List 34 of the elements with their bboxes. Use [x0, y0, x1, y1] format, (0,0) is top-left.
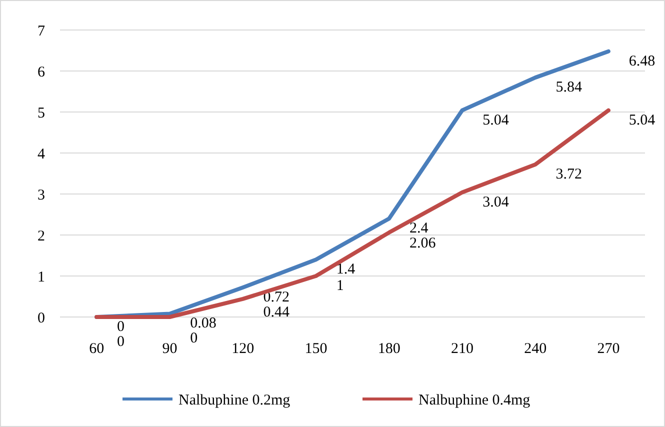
data-label: 3.72: [556, 166, 582, 182]
y-tick-label: 6: [38, 64, 46, 80]
data-label: 1.4: [336, 262, 356, 278]
legend-label: Nalbuphine 0.2mg: [178, 392, 291, 408]
y-tick-label: 4: [38, 146, 46, 162]
data-label: 3.04: [482, 194, 510, 210]
x-tick-label: 90: [162, 341, 178, 357]
data-label: 1: [336, 278, 344, 294]
y-tick-label: 3: [38, 187, 45, 204]
data-label: 5.84: [556, 80, 583, 96]
x-tick-label: 60: [89, 341, 104, 357]
legend-label: Nalbuphine 0.4mg: [418, 392, 531, 408]
y-tick-label: 7: [38, 23, 46, 40]
x-tick-label: 120: [232, 341, 254, 357]
data-label: 2.06: [410, 236, 436, 252]
data-label: 0.08: [190, 316, 216, 332]
data-label: 5.04: [482, 112, 510, 128]
line-series: [94, 108, 610, 319]
data-label: 5.04: [628, 112, 656, 128]
data-label: 0: [117, 319, 125, 335]
x-tick-label: 210: [450, 341, 474, 357]
x-tick-label: 150: [304, 341, 328, 357]
x-tick-label: 270: [597, 341, 620, 357]
x-tick-label: 180: [378, 341, 400, 357]
data-label: 2.4: [410, 220, 429, 237]
data-label: 0: [117, 334, 125, 350]
y-tick-label: 0: [38, 310, 45, 326]
y-tick-label: 1: [38, 269, 45, 286]
data-label: 6.48: [628, 53, 656, 70]
y-tick-label: 5: [38, 105, 45, 122]
data-label: 0.44: [263, 304, 290, 320]
x-tick-label: 240: [524, 341, 547, 357]
y-tick-label: 2: [38, 228, 45, 244]
data-label: 0: [190, 330, 198, 347]
